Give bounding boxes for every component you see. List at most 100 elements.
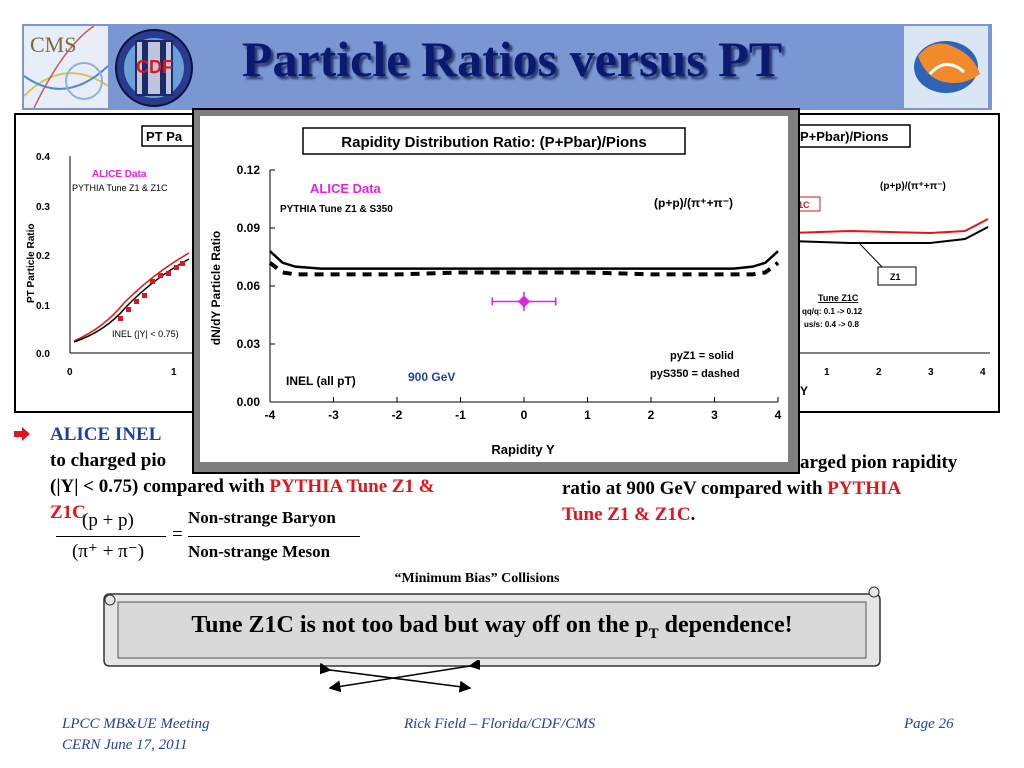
main-chart-title-box (302, 127, 686, 155)
cdf-logo-graphic (115, 29, 193, 107)
left-ytick: 0.0 (36, 349, 50, 360)
scroll-text-tail: dependence! (658, 612, 793, 638)
right-curve-z1c (790, 218, 989, 235)
right-bullet-line4: PYTHIA (827, 478, 902, 499)
y-tick-label: 0.09 (237, 221, 261, 235)
left-ytick: 0.1 (36, 301, 50, 312)
right-tune-line2: us/s: 0.4 -> 0.8 (804, 320, 859, 329)
left-ytick: 0.4 (36, 152, 50, 163)
footer-meeting: LPCC MB&UE Meeting (62, 716, 210, 732)
main-legend-dashed: pyS350 = dashed (650, 368, 740, 380)
left-chart-title: PT Pa (146, 129, 183, 144)
right-z1-box (877, 266, 917, 286)
right-xlabel-tail: Y (800, 384, 808, 398)
footer-page: Page 26 (904, 716, 954, 732)
left-tune-label: PYTHIA Tune Z1 & Z1C (72, 183, 168, 193)
x-tick-label: -4 (265, 408, 276, 422)
scroll-banner (103, 586, 881, 667)
right-z1-label: Z1 (890, 272, 901, 282)
right-bullet-line6: . (690, 504, 696, 525)
alice-data-point (518, 295, 530, 308)
min-bias-label: “Minimum Bias” Collisions (394, 571, 560, 586)
cms-logo-graphic (24, 26, 108, 108)
left-xtick: 0 (67, 367, 73, 378)
right-bullet-line2: arged pion rapidity (800, 452, 958, 473)
left-bullet-line4: PYTHIA Tune Z1 & (269, 476, 435, 497)
right-chart-panel (790, 113, 1000, 413)
left-bullet-line5: Z1C (50, 502, 86, 523)
right-xtick: 4 (980, 367, 986, 378)
cdf-logo: CDF (112, 27, 196, 109)
right-tune-title: Tune Z1C (818, 293, 859, 303)
right-xtick: 3 (928, 367, 934, 378)
bullet-arrow-icon (14, 427, 30, 441)
x-tick-label: -3 (328, 408, 339, 422)
formula-fraction-bar (56, 536, 166, 537)
formula-equals: = (172, 524, 183, 545)
crossing-arrows-icon (320, 660, 480, 693)
main-alice-label: ALICE Data (310, 181, 382, 196)
main-chart-area (200, 116, 788, 462)
left-chart: PT Pa 0.4 0.3 0.2 0.1 0.0 0 1 PT Particl… (26, 125, 205, 378)
series-line-z1 (269, 250, 779, 270)
left-bullet-line3: (|Y| < 0.75) compared with (50, 476, 265, 497)
scroll-text-main: Tune Z1C is not too bad but way off on t… (191, 612, 649, 638)
y-tick-label: 0.00 (237, 395, 261, 409)
left-ylabel: PT Particle Ratio (26, 224, 37, 303)
right-formula: (p+p)/(π⁺+π⁻) (880, 181, 946, 192)
left-ytick: 0.3 (36, 202, 50, 213)
right-chart-title: P+Pbar)/Pions (800, 129, 889, 144)
left-curve-z1c (73, 252, 190, 342)
x-tick-label: 0 (521, 408, 528, 422)
right-z1-pointer (859, 243, 885, 270)
cms-logo-text: CMS (30, 32, 77, 57)
florida-logo-graphic (914, 41, 980, 93)
main-legend-solid: pyZ1 = solid (670, 350, 734, 362)
left-xtick: 1 (171, 367, 177, 378)
right-tune-line1: qq/q: 0.1 -> 0.12 (802, 307, 863, 316)
right-curve-z1 (790, 226, 989, 244)
formula-bottom: Non-strange Meson (188, 542, 331, 561)
x-tick-label: 2 (648, 408, 655, 422)
left-ytick: 0.2 (36, 251, 50, 262)
formula-fraction-bar-2 (188, 536, 360, 537)
scroll-text-sub: T (648, 625, 659, 642)
main-tune-label: PYTHIA Tune Z1 & S350 (280, 204, 393, 215)
footer-author: Rick Field – Florida/CDF/CMS (404, 716, 596, 732)
footer-date: CERN June 17, 2011 (62, 737, 188, 753)
cms-logo: CMS (24, 26, 108, 108)
ratio-formula: (p + p) (π⁺ + π⁻) = Non-strange Baryon N… (56, 506, 376, 566)
left-bullet-text: ALICE INEL to charged pio (|Y| < 0.75) c… (50, 422, 530, 526)
slide-title: Particle Ratios versus PT (241, 31, 783, 87)
right-bullet-line5: Tune Z1 & Z1C (562, 504, 691, 525)
formula-denominator: (π⁺ + π⁻) (72, 541, 145, 562)
right-z1c-label: 1C (798, 200, 810, 210)
left-data-points (118, 261, 185, 321)
main-chart: Rapidity Distribution Ratio: (P+Pbar)/Pi… (209, 127, 782, 457)
main-chart-xlabel: Rapidity Y (491, 442, 555, 457)
series-line-s350 (268, 261, 780, 277)
x-tick-label: -1 (455, 408, 466, 422)
left-inel-label: INEL (|Y| < 0.75) (112, 329, 179, 339)
main-inel-label: INEL (all pT) (286, 374, 356, 388)
main-chart-title: Rapidity Distribution Ratio: (P+Pbar)/Pi… (341, 134, 646, 151)
left-alice-label: ALICE Data (92, 169, 147, 180)
x-tick-label: 4 (775, 408, 782, 422)
y-tick-label: 0.03 (237, 337, 261, 351)
formula-top: Non-strange Baryon (188, 508, 336, 527)
right-xtick: 1 (824, 367, 830, 378)
main-energy-label: 900 GeV (408, 370, 455, 384)
scroll-text: Tune Z1C is not too bad but way off on t… (100, 612, 884, 643)
left-bullet-line2: to charged pio (50, 450, 167, 471)
main-formula-label: (p+p)/(π⁺+π⁻) (654, 196, 733, 210)
cdf-logo-text: CDF (136, 57, 173, 77)
x-tick-label: 1 (584, 408, 591, 422)
right-bullet-line3: ratio at 900 GeV compared with (562, 478, 823, 499)
main-chart-ylabel: dN/dY Particle Ratio (209, 231, 223, 345)
left-bullet-line1: ALICE INEL (50, 424, 162, 445)
y-tick-label: 0.12 (237, 163, 261, 177)
left-chart-panel (14, 113, 208, 413)
right-bullet-text: e arged pion rapidity ratio at 900 GeV c… (562, 424, 1012, 528)
florida-logo (904, 26, 988, 108)
right-chart: P+Pbar)/Pions (p+p)/(π⁺+π⁻) 1C Z1 Tune Z… (790, 124, 990, 398)
